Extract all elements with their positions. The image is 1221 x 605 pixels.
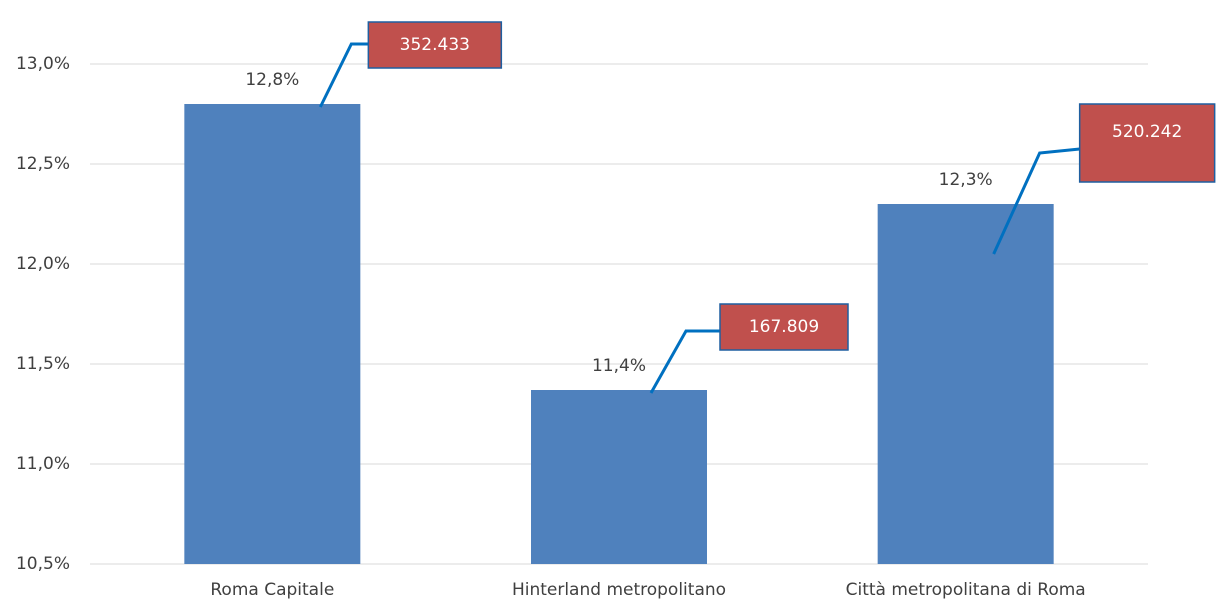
callout-text: 520.242: [1112, 122, 1182, 142]
x-tick-label: Città metropolitana di Roma: [846, 580, 1086, 600]
y-tick-label: 12,0%: [16, 254, 70, 274]
callout-text: 352.433: [400, 35, 470, 55]
y-tick-label: 11,5%: [16, 354, 70, 374]
y-tick-label: 12,5%: [16, 154, 70, 174]
bar: [184, 104, 361, 564]
callout-box: [367, 21, 503, 69]
y-tick-label: 10,5%: [16, 554, 70, 574]
x-tick-label: Hinterland metropolitano: [512, 580, 726, 600]
y-tick-label: 13,0%: [16, 54, 70, 74]
bar: [531, 390, 707, 564]
bar: [877, 204, 1054, 564]
callout-box: [1078, 103, 1216, 183]
value-label: 12,3%: [939, 170, 993, 190]
callout-text: 167.809: [749, 317, 819, 337]
callout-box: [719, 303, 849, 351]
callout-line: [992, 147, 1080, 255]
value-label: 12,8%: [245, 70, 299, 90]
x-tick-label: Roma Capitale: [210, 580, 334, 600]
value-label: 11,4%: [592, 356, 646, 376]
y-tick-label: 11,0%: [16, 454, 70, 474]
callout-line: [318, 42, 369, 108]
callout-line: [649, 329, 720, 394]
